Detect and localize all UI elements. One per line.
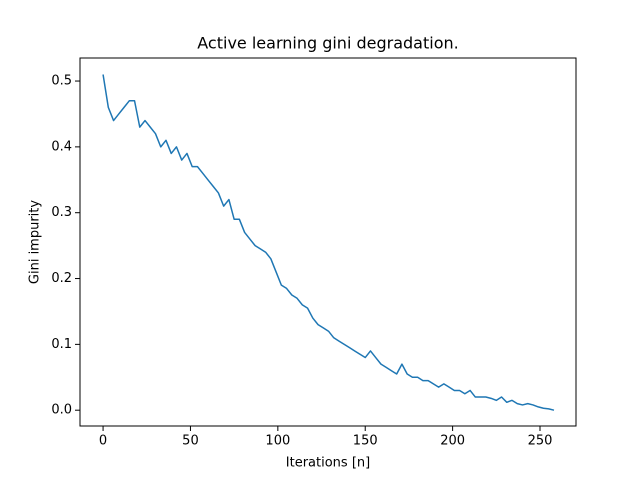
y-tick-label: 0.2 <box>51 271 72 286</box>
y-tick-label: 0.4 <box>51 139 72 154</box>
x-tick-label: 100 <box>265 434 290 449</box>
x-tick-label: 250 <box>528 434 553 449</box>
data-line <box>102 74 555 411</box>
y-tick-label: 0.5 <box>51 74 72 89</box>
y-tick-label: 0.1 <box>51 337 72 352</box>
x-tick-label: 150 <box>353 434 378 449</box>
x-tick-label: 0 <box>99 434 107 449</box>
x-tick-label: 50 <box>182 434 199 449</box>
chart-title: Active learning gini degradation. <box>197 34 458 53</box>
y-tick-label: 0.3 <box>51 205 72 220</box>
plot-frame <box>79 57 577 427</box>
y-tick-label: 0.0 <box>51 403 72 418</box>
y-axis-label: Gini impurity <box>28 200 43 284</box>
x-axis-label: Iterations [n] <box>286 456 370 471</box>
x-tick-label: 200 <box>440 434 465 449</box>
